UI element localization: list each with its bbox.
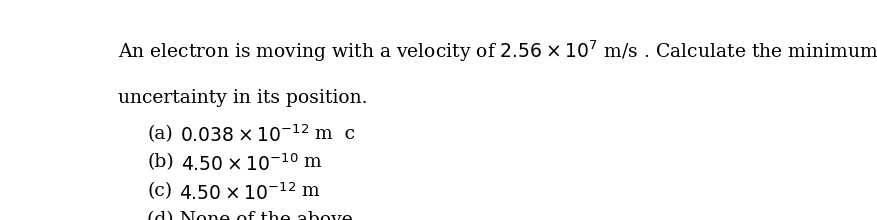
Text: (a): (a) [147, 125, 173, 143]
Text: (b): (b) [147, 154, 174, 171]
Text: m: m [298, 154, 322, 171]
Text: An electron is moving with a velocity of $2.56\times10^{7}$ m/s . Calculate the : An electron is moving with a velocity of… [118, 38, 877, 64]
Text: $4.50\times10^{-12}$: $4.50\times10^{-12}$ [179, 182, 296, 204]
Text: (d) None of the above: (d) None of the above [147, 211, 353, 220]
Text: uncertainty in its position.: uncertainty in its position. [118, 89, 368, 107]
Text: $4.50\times10^{-10}$: $4.50\times10^{-10}$ [181, 154, 298, 175]
Text: m  c: m c [309, 125, 355, 143]
Text: m: m [296, 182, 320, 200]
Text: $0.038\times10^{-12}$: $0.038\times10^{-12}$ [180, 125, 309, 146]
Text: (c): (c) [147, 182, 172, 200]
